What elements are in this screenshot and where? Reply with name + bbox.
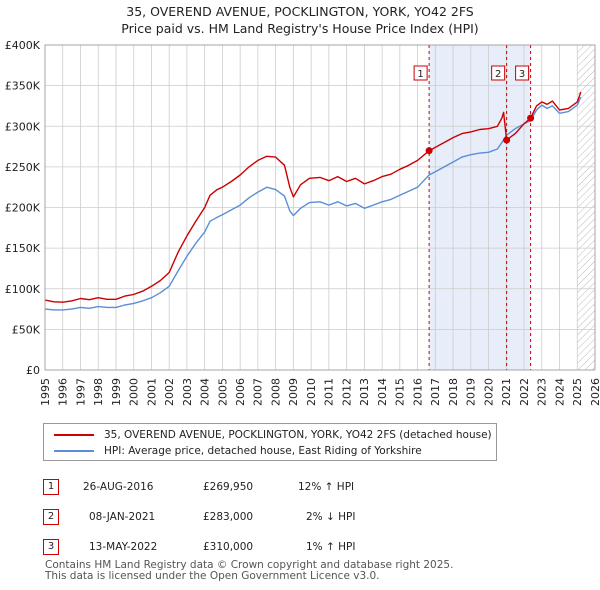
x-tick-label: 2017 — [429, 378, 442, 406]
x-tick-label: 2012 — [340, 378, 353, 406]
y-tick-label: £150K — [5, 242, 41, 255]
y-tick-label: £350K — [5, 80, 41, 93]
sale-marker-badge: 1 — [43, 479, 59, 495]
x-tick-label: 2005 — [216, 378, 229, 406]
sale-date: 08-JAN-2021 — [89, 511, 156, 523]
legend-swatch-red — [54, 434, 94, 436]
x-tick-label: 2014 — [376, 378, 389, 406]
legend-label-hpi: HPI: Average price, detached house, East… — [104, 445, 422, 457]
sale-date: 13-MAY-2022 — [89, 541, 158, 553]
legend-swatch-blue — [54, 450, 94, 452]
x-tick-label: 2016 — [411, 378, 424, 406]
sale-label-box — [515, 65, 530, 81]
x-tick-label: 2002 — [163, 378, 176, 406]
plot-border — [44, 44, 596, 371]
x-tick-label: 1998 — [92, 378, 105, 406]
x-tick-label: 2001 — [145, 378, 158, 406]
sale-hpi-diff: 1% ↑ HPI — [306, 541, 356, 553]
x-tick-label: 2006 — [234, 378, 247, 406]
sale-hpi-diff: 12% ↑ HPI — [298, 481, 355, 493]
y-tick-label: £0 — [26, 364, 40, 377]
sale-price: £269,950 — [203, 481, 254, 493]
sale-price: £283,000 — [203, 511, 254, 523]
footer-line-2: This data is licensed under the Open Gov… — [45, 570, 380, 582]
x-tick-label: 2026 — [589, 378, 600, 406]
sale-point — [503, 136, 511, 144]
y-tick-label: £400K — [5, 39, 41, 52]
chart-title: 35, OVEREND AVENUE, POCKLINGTON, YORK, Y… — [0, 3, 600, 37]
y-tick-label: £250K — [5, 161, 41, 174]
x-tick-label: 2013 — [358, 378, 371, 406]
sale-marker-badge: 2 — [43, 509, 59, 525]
sale-hpi-diff: 2% ↓ HPI — [306, 511, 356, 523]
x-tick-label: 2021 — [500, 378, 513, 406]
sale-point — [527, 114, 535, 122]
x-tick-label: 2000 — [128, 378, 141, 406]
sale-label-text: 3 — [519, 69, 525, 80]
footer-line-1: Contains HM Land Registry data © Crown c… — [45, 559, 454, 571]
x-tick-label: 1995 — [39, 378, 52, 406]
sale-label-box — [413, 65, 428, 81]
x-tick-label: 2024 — [553, 378, 566, 406]
footer-attribution: Contains HM Land Registry data © Crown c… — [45, 560, 453, 582]
x-tick-label: 2008 — [269, 378, 282, 406]
x-tick-label: 2011 — [323, 378, 336, 406]
price-chart: 1 2 3 £0 £50K £100K £150K £200K £250K £300K £350K… — [5, 39, 600, 406]
sale-label-box — [491, 65, 506, 81]
sale-marker-badge: 3 — [43, 539, 59, 555]
x-tick-label: 1996 — [57, 378, 70, 406]
title-line-2: Price paid vs. HM Land Registry's House … — [121, 21, 479, 36]
sale-label-text: 1 — [417, 69, 423, 80]
table-row: 3 13-MAY-2022 £310,000 1% ↑ HPI — [43, 532, 355, 562]
series-line-property — [44, 91, 582, 303]
x-tick-label: 2022 — [518, 378, 531, 406]
x-tick-label: 2015 — [394, 378, 407, 406]
legend-item-property: 35, OVEREND AVENUE, POCKLINGTON, YORK, Y… — [54, 427, 492, 443]
sale-date: 26-AUG-2016 — [83, 481, 154, 493]
title-line-1: 35, OVEREND AVENUE, POCKLINGTON, YORK, Y… — [126, 4, 474, 19]
x-tick-label: 2010 — [305, 378, 318, 406]
table-row: 2 08-JAN-2021 £283,000 2% ↓ HPI — [43, 502, 355, 532]
x-tick-label: 2007 — [252, 378, 265, 406]
x-tick-label: 2025 — [571, 378, 584, 406]
legend-item-hpi: HPI: Average price, detached house, East… — [54, 443, 422, 459]
x-tick-label: 2023 — [536, 378, 549, 406]
legend-label-property: 35, OVEREND AVENUE, POCKLINGTON, YORK, Y… — [104, 429, 492, 441]
sales-table: 1 26-AUG-2016 £269,950 12% ↑ HPI 2 08-JA… — [43, 472, 355, 562]
chart-legend: 35, OVEREND AVENUE, POCKLINGTON, YORK, Y… — [43, 423, 497, 461]
y-tick-label: £300K — [5, 120, 41, 133]
x-tick-label: 1999 — [110, 378, 123, 406]
x-tick-label: 2004 — [199, 378, 212, 406]
sale-label-text: 2 — [495, 69, 501, 80]
x-tick-label: 2020 — [482, 378, 495, 406]
x-tick-label: 2003 — [181, 378, 194, 406]
x-tick-label: 2009 — [287, 378, 300, 406]
sale-point — [425, 147, 433, 155]
y-tick-label: £200K — [5, 202, 41, 215]
x-tick-label: 2019 — [465, 378, 478, 406]
y-tick-label: £100K — [5, 283, 41, 296]
x-tick-label: 1997 — [74, 378, 87, 406]
sale-price: £310,000 — [203, 541, 254, 553]
table-row: 1 26-AUG-2016 £269,950 12% ↑ HPI — [43, 472, 355, 502]
y-tick-label: £50K — [12, 323, 41, 336]
x-tick-label: 2018 — [447, 378, 460, 406]
